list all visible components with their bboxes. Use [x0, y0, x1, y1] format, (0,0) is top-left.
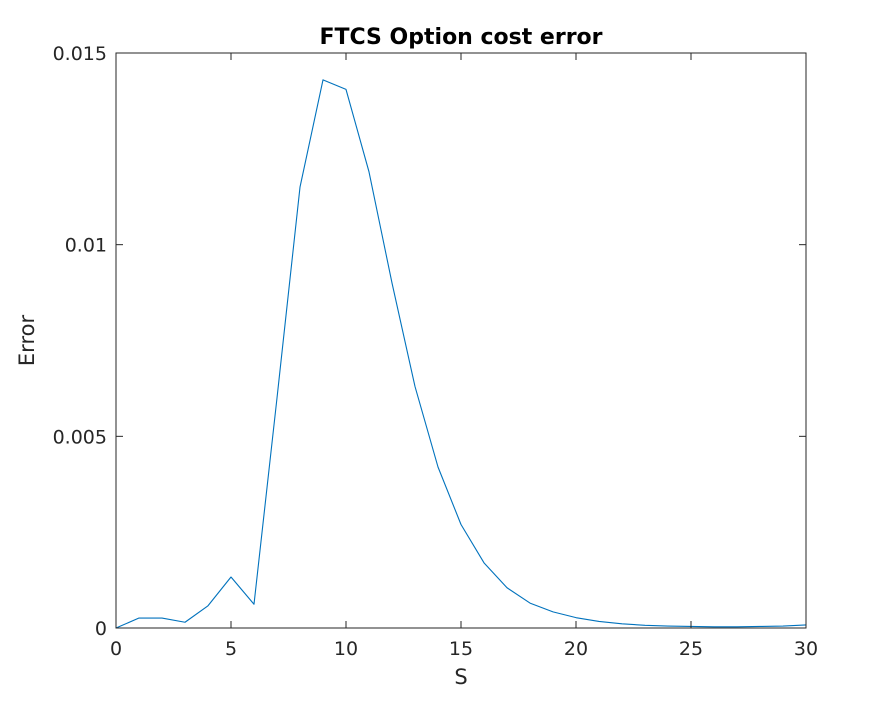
x-tick-label: 15: [449, 638, 473, 660]
y-tick-label: 0.01: [65, 235, 107, 257]
x-tick-label: 0: [110, 638, 122, 660]
y-axis-label: Error: [15, 315, 39, 367]
x-tick-label: 10: [334, 638, 358, 660]
x-tick-label: 20: [564, 638, 588, 660]
x-tick-label: 25: [679, 638, 703, 660]
y-tick-label: 0.015: [53, 43, 107, 65]
y-tick-label: 0.005: [53, 426, 107, 448]
plot-area: [116, 53, 806, 628]
ticks-layer: 0 5 10 15 20 25 30 0 0.005 0.01 0.015: [53, 43, 819, 660]
y-tick-label: 0: [95, 618, 107, 640]
x-tick-label: 5: [225, 638, 237, 660]
x-tick-label: 30: [794, 638, 818, 660]
chart-title: FTCS Option cost error: [319, 25, 602, 50]
x-axis-label: S: [454, 665, 467, 689]
